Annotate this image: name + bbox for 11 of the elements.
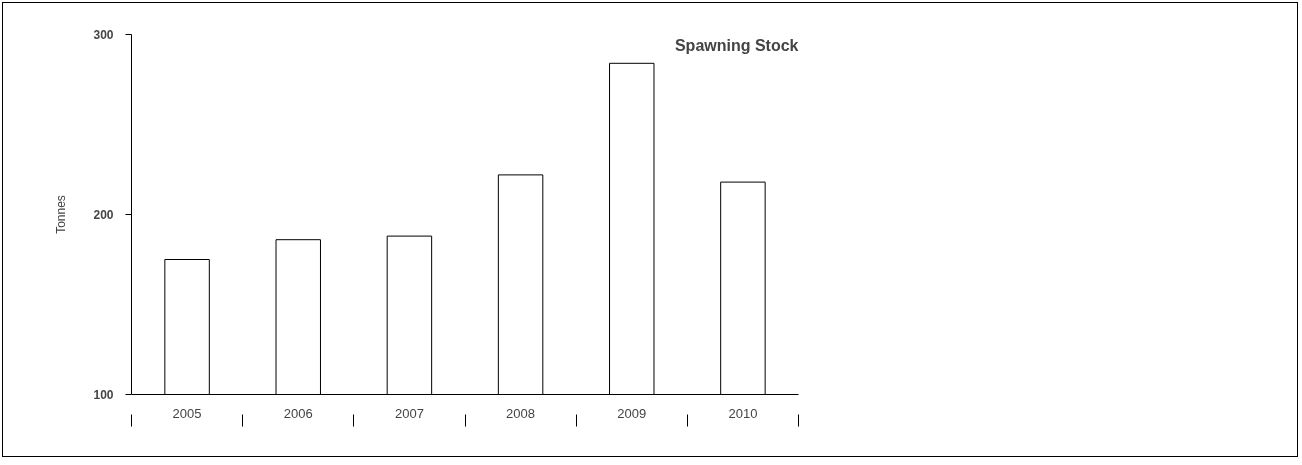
x-tick-label: 2008 — [506, 405, 536, 421]
x-tick-label: 2007 — [394, 405, 424, 421]
y-tick-label: 200 — [93, 208, 114, 222]
x-tick-label: 2010 — [728, 405, 758, 421]
y-tick-label: 300 — [93, 28, 114, 42]
y-axis-title: Tonnes — [54, 195, 69, 234]
y-tick-label: 100 — [93, 388, 114, 402]
x-tick-label: 2006 — [283, 405, 313, 421]
x-tick-label: 2005 — [172, 405, 202, 421]
chart-title: Spawning Stock — [674, 36, 799, 54]
x-tick-label: 2009 — [617, 405, 647, 421]
